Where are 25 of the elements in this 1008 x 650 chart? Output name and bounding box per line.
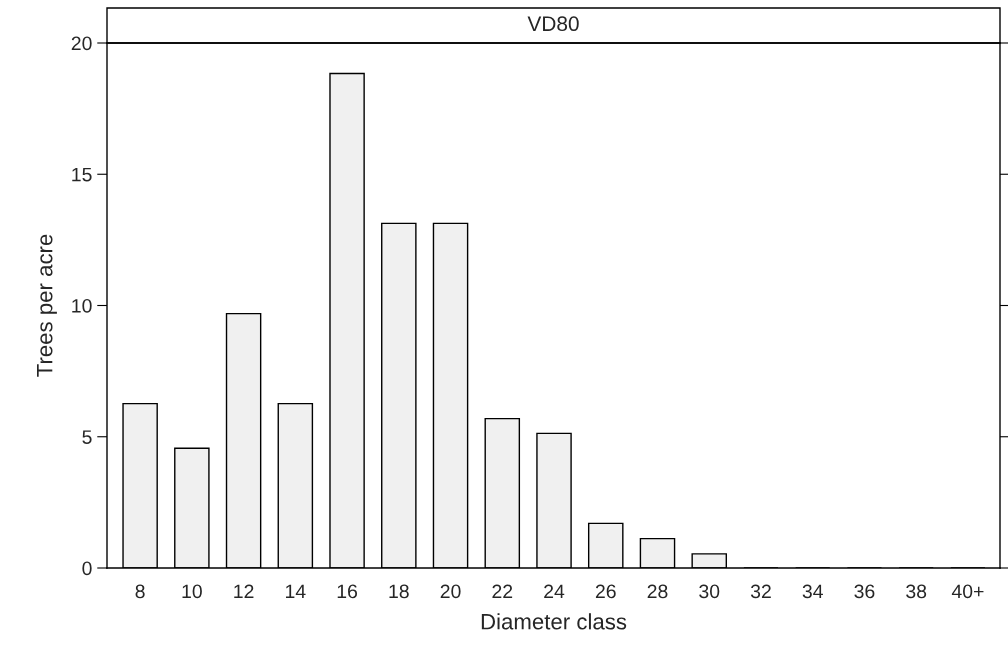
y-tick-label: 5 (82, 430, 92, 444)
x-tick-label: 22 (492, 584, 513, 599)
x-tick-label: 34 (802, 584, 823, 599)
x-tick-label: 10 (182, 584, 202, 599)
y-tick-label: 0 (82, 561, 92, 576)
y-tick-label: 15 (72, 167, 92, 182)
x-tick-label: 30 (699, 584, 720, 599)
x-tick-label: 20 (440, 584, 461, 599)
x-tick-label: 28 (647, 584, 668, 599)
x-tick-label: 8 (135, 584, 145, 599)
x-axis-title: Diameter class (481, 613, 627, 630)
y-tick-label: 10 (72, 298, 92, 313)
y-tick-label: 20 (71, 36, 92, 51)
x-tick-label: 16 (337, 584, 358, 599)
x-tick-label: 40+ (951, 584, 984, 599)
x-tick-label: 14 (286, 584, 306, 599)
y-axis-title: Trees per acre (37, 234, 57, 377)
x-tick-label: 32 (750, 584, 771, 599)
x-tick-label: 36 (854, 584, 875, 599)
x-tick-label: 26 (595, 584, 616, 599)
x-tick-label: 38 (906, 584, 927, 599)
x-tick-label: 12 (234, 584, 254, 599)
x-tick-label: 18 (389, 584, 409, 599)
x-tick-label: 24 (544, 584, 565, 599)
chart-title: VD80 (527, 16, 579, 32)
